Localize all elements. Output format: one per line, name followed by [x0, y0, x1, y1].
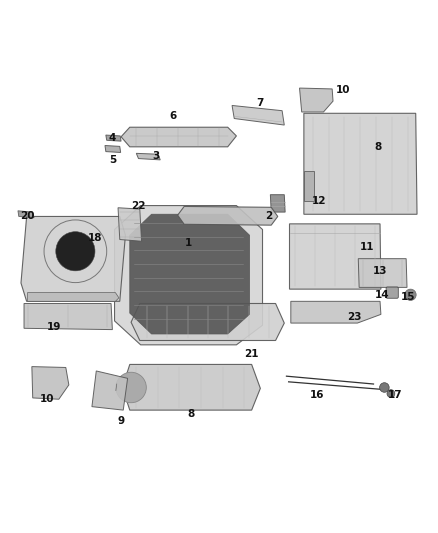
Polygon shape — [21, 216, 125, 301]
Text: 16: 16 — [310, 390, 324, 400]
Text: 9: 9 — [117, 416, 125, 426]
Text: 23: 23 — [346, 312, 361, 321]
Text: 21: 21 — [244, 349, 259, 359]
Polygon shape — [106, 135, 121, 141]
Text: 4: 4 — [109, 133, 116, 143]
Polygon shape — [232, 106, 284, 125]
Text: 20: 20 — [20, 212, 35, 221]
Circle shape — [405, 289, 416, 301]
Circle shape — [116, 372, 146, 403]
Polygon shape — [291, 301, 381, 323]
Polygon shape — [105, 146, 120, 152]
Polygon shape — [300, 88, 333, 112]
Circle shape — [380, 383, 389, 392]
Text: 8: 8 — [187, 409, 194, 419]
Polygon shape — [92, 371, 127, 410]
Text: 10: 10 — [40, 394, 54, 404]
Text: 5: 5 — [109, 155, 116, 165]
Text: 7: 7 — [257, 98, 264, 108]
Text: 3: 3 — [152, 150, 159, 160]
Polygon shape — [32, 367, 69, 399]
Text: 19: 19 — [46, 322, 61, 333]
Circle shape — [56, 232, 95, 271]
Text: 8: 8 — [374, 142, 381, 152]
Polygon shape — [130, 214, 250, 334]
Text: 12: 12 — [312, 196, 326, 206]
Polygon shape — [131, 303, 284, 341]
Polygon shape — [304, 114, 417, 214]
Text: 2: 2 — [265, 212, 273, 221]
Text: 17: 17 — [388, 390, 403, 400]
Text: 1: 1 — [185, 238, 192, 247]
Polygon shape — [28, 293, 119, 301]
Text: 15: 15 — [401, 292, 416, 302]
Polygon shape — [270, 195, 285, 212]
Polygon shape — [18, 211, 34, 218]
Text: 18: 18 — [88, 233, 102, 243]
Text: 13: 13 — [373, 266, 387, 276]
Polygon shape — [290, 224, 381, 289]
Text: 6: 6 — [170, 111, 177, 122]
Circle shape — [387, 390, 395, 398]
Polygon shape — [178, 206, 278, 225]
FancyBboxPatch shape — [386, 287, 398, 298]
Polygon shape — [358, 259, 407, 287]
Text: 10: 10 — [336, 85, 350, 95]
Polygon shape — [136, 154, 160, 160]
Polygon shape — [115, 206, 262, 345]
Polygon shape — [118, 208, 141, 241]
Polygon shape — [122, 365, 260, 410]
Text: 22: 22 — [131, 200, 146, 211]
Polygon shape — [304, 171, 314, 201]
Text: 14: 14 — [375, 290, 389, 300]
Polygon shape — [24, 303, 113, 329]
Text: 11: 11 — [360, 242, 374, 252]
Polygon shape — [121, 127, 237, 147]
